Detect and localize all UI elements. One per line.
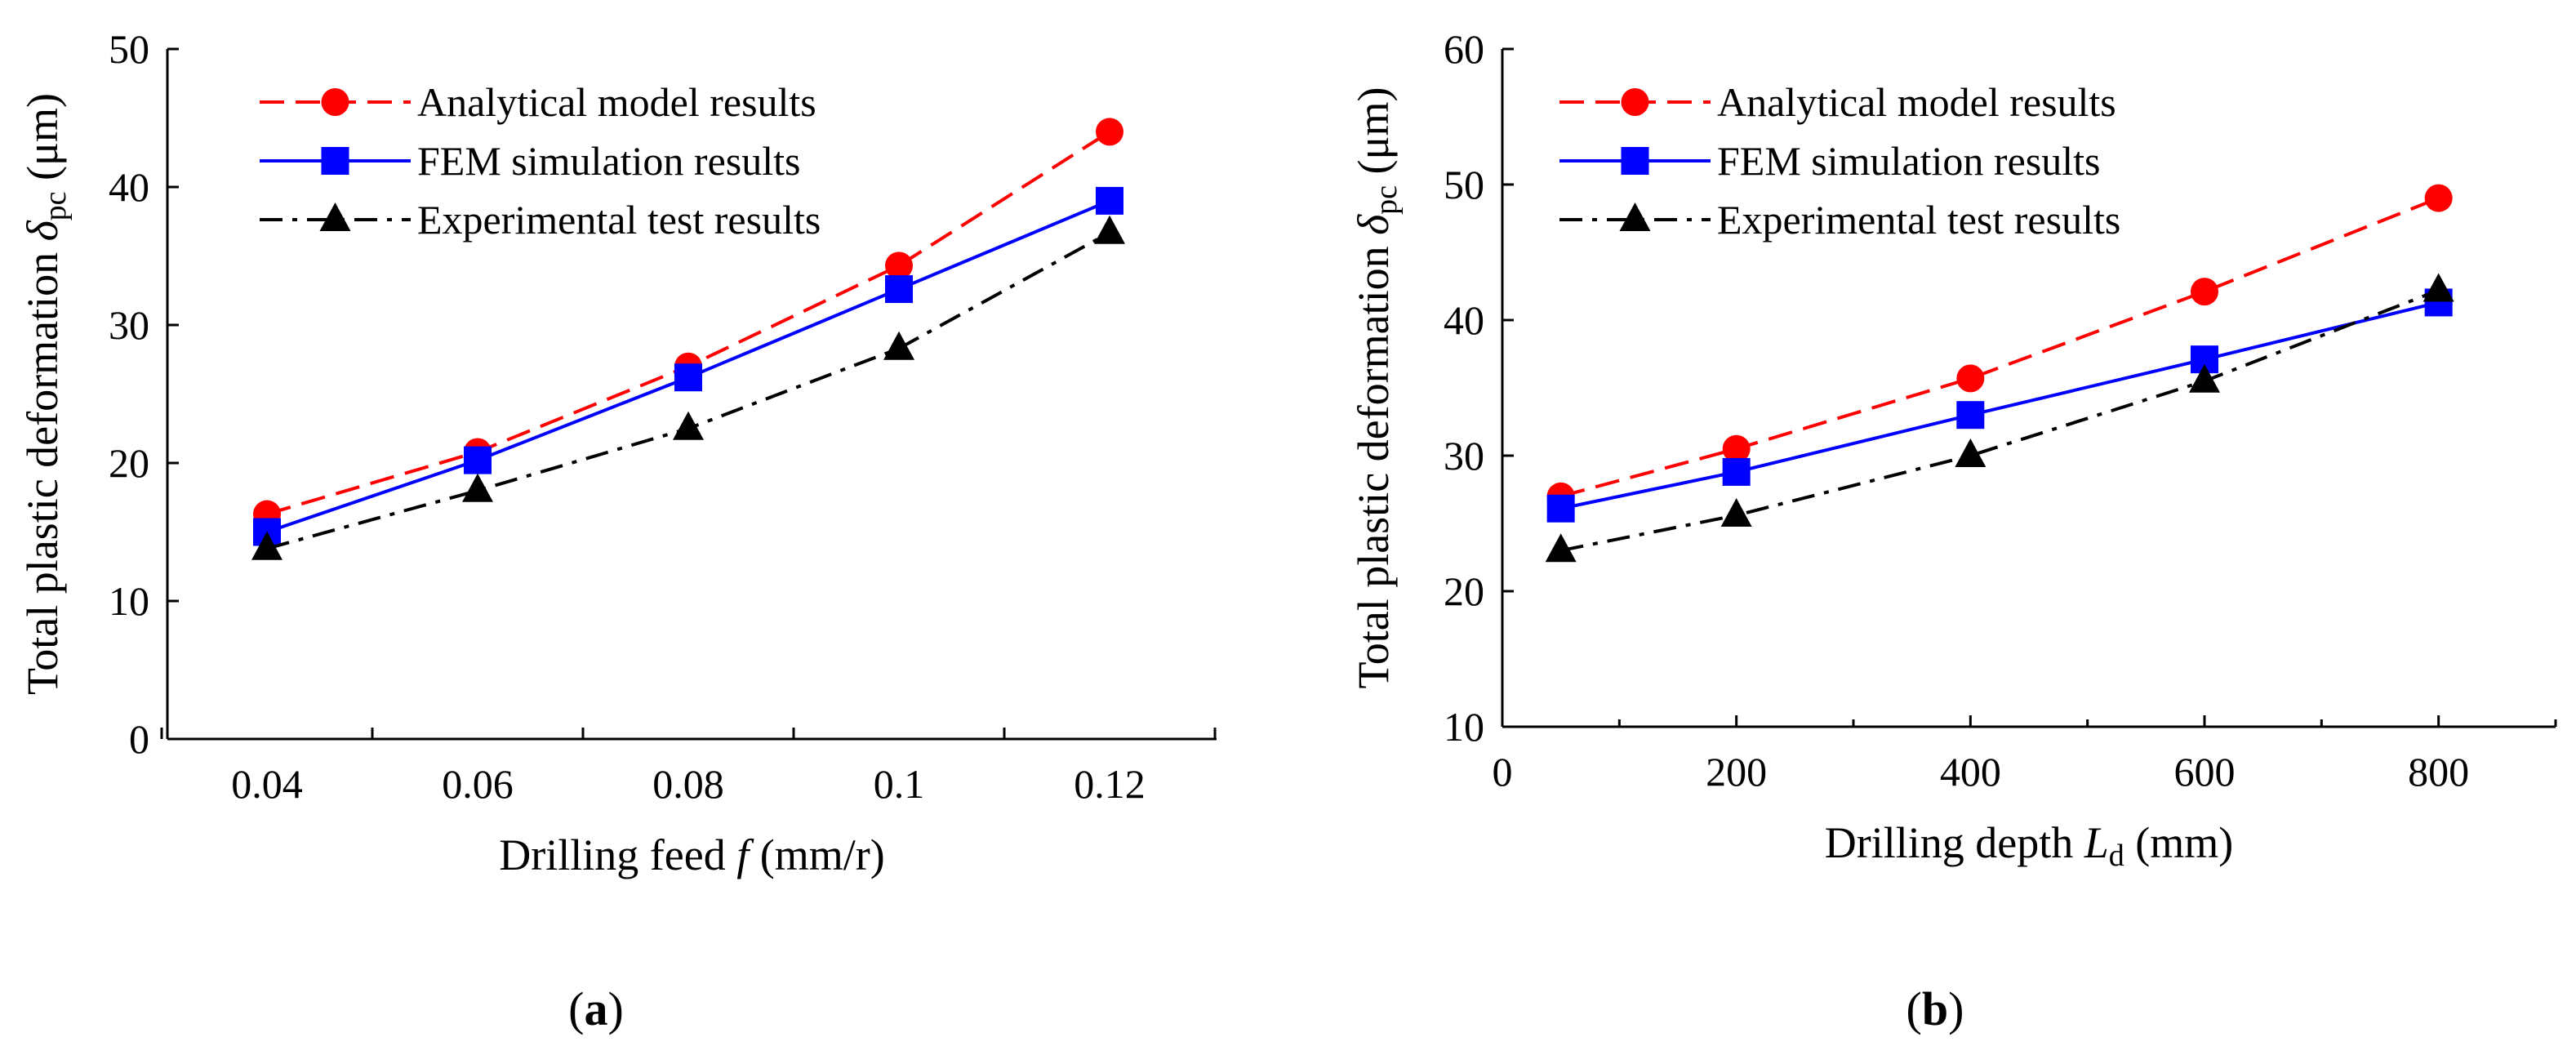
legend-marker-circle bbox=[1621, 88, 1649, 116]
data-point-square bbox=[464, 446, 492, 474]
y-tick-label: 50 bbox=[109, 26, 149, 72]
data-point-square bbox=[1956, 401, 1985, 430]
x-axis-label-variable: L bbox=[2084, 818, 2109, 867]
legend-marker-square bbox=[321, 147, 349, 175]
data-point-square bbox=[1722, 457, 1751, 486]
data-point-triangle bbox=[673, 411, 704, 440]
legend-marker-triangle bbox=[1619, 203, 1651, 231]
y-tick-label: 30 bbox=[109, 302, 149, 348]
series-line bbox=[1560, 300, 2440, 510]
y-tick-label: 50 bbox=[1444, 162, 1484, 207]
series-experimental bbox=[1545, 273, 2454, 563]
data-point-triangle bbox=[1955, 438, 1987, 467]
data-point-circle bbox=[1096, 118, 1123, 146]
panel-caption-letter: a bbox=[585, 982, 608, 1035]
legend: Analytical model results FEM simulation r… bbox=[1559, 79, 2120, 243]
panel-caption-close: ) bbox=[1948, 982, 1964, 1035]
y-axis-label-text: Total plastic deformation bbox=[1349, 235, 1398, 689]
x-tick-label: 800 bbox=[2408, 749, 2469, 795]
data-point-triangle bbox=[1545, 533, 1577, 563]
legend-label: Analytical model results bbox=[417, 79, 816, 125]
x-axis-label-text: Drilling feed bbox=[499, 830, 736, 879]
y-axis-label-subscript: pc bbox=[1369, 185, 1404, 215]
x-tick-label: 200 bbox=[1706, 749, 1767, 795]
data-point-circle bbox=[1722, 434, 1751, 463]
data-point-triangle bbox=[883, 331, 914, 360]
y-axis-label-subscript: pc bbox=[38, 191, 73, 220]
series-experimental bbox=[251, 215, 1125, 560]
y-tick-label: 40 bbox=[109, 164, 149, 210]
legend-label: FEM simulation results bbox=[417, 138, 800, 184]
y-axis-label-variable: δ bbox=[1349, 214, 1398, 235]
legend-label: Analytical model results bbox=[1717, 79, 2116, 125]
y-tick-label: 40 bbox=[1444, 297, 1484, 343]
series-analytical bbox=[1546, 184, 2453, 510]
series-fem bbox=[1546, 288, 2453, 523]
data-point-triangle bbox=[2189, 363, 2220, 393]
series-line bbox=[1560, 196, 2440, 498]
panel-caption-open: ( bbox=[1906, 982, 1922, 1035]
x-axis-label-subscript: d bbox=[2109, 839, 2124, 873]
x-tick-label: 0.08 bbox=[652, 761, 724, 807]
data-point-triangle bbox=[1720, 498, 1752, 528]
y-tick-label: 10 bbox=[1444, 704, 1484, 750]
data-point-square bbox=[1096, 186, 1123, 215]
x-axis-label: Drilling feed f (mm/r) bbox=[499, 830, 884, 879]
y-axis-label: Total plastic deformation δpc (μm) bbox=[18, 93, 73, 695]
y-tick-label: 20 bbox=[1444, 568, 1484, 614]
data-point-triangle bbox=[251, 531, 283, 560]
panel-caption: (b) bbox=[1906, 982, 1964, 1035]
x-tick-label: 0 bbox=[1493, 749, 1513, 795]
x-axis-label-text: Drilling depth bbox=[1825, 818, 2084, 867]
data-point-circle bbox=[2191, 278, 2218, 306]
y-axis-label-text: Total plastic deformation bbox=[18, 241, 67, 695]
legend-marker-square bbox=[1621, 147, 1649, 175]
series-fem bbox=[253, 186, 1123, 546]
y-axis-label-unit: (μm) bbox=[1349, 87, 1398, 185]
data-point-square bbox=[885, 275, 913, 304]
x-tick-label: 0.06 bbox=[442, 761, 514, 807]
x-tick-label: 0.1 bbox=[874, 761, 925, 807]
data-point-circle bbox=[885, 252, 913, 280]
data-point-square bbox=[674, 363, 702, 392]
panel-caption-letter: b bbox=[1922, 982, 1948, 1035]
data-point-triangle bbox=[2423, 273, 2454, 302]
data-point-square bbox=[1546, 494, 1575, 523]
x-axis-label-unit: (mm/r) bbox=[749, 830, 884, 879]
legend-label: FEM simulation results bbox=[1717, 138, 2100, 184]
y-axis-label-variable: δ bbox=[18, 220, 67, 241]
x-tick-label: 600 bbox=[2174, 749, 2236, 795]
panel-caption-close: ) bbox=[608, 982, 624, 1035]
x-tick-label: 0.12 bbox=[1074, 761, 1146, 807]
y-tick-label: 0 bbox=[129, 716, 149, 762]
x-axis-label: Drilling depth Ld (mm) bbox=[1825, 818, 2234, 873]
y-tick-label: 30 bbox=[1444, 433, 1484, 479]
series-line bbox=[266, 130, 1111, 516]
legend-label: Experimental test results bbox=[1717, 197, 2120, 243]
panel-caption: (a) bbox=[568, 982, 624, 1035]
x-tick-label: 400 bbox=[1940, 749, 2001, 795]
data-point-circle bbox=[1956, 364, 1985, 393]
legend-label: Experimental test results bbox=[417, 197, 821, 243]
x-tick-label: 0.04 bbox=[231, 761, 303, 807]
y-tick-label: 60 bbox=[1444, 26, 1484, 72]
y-axis-label-unit: (μm) bbox=[18, 93, 67, 191]
legend-marker-triangle bbox=[319, 203, 351, 231]
chart-panel-a: 0 10 20 30 40 50 0.04 0.06 0.08 0.1 0.12 Analytical… bbox=[18, 26, 1217, 1035]
data-point-triangle bbox=[1094, 215, 1125, 244]
legend-marker-circle bbox=[321, 88, 349, 116]
panel-caption-open: ( bbox=[568, 982, 584, 1035]
y-tick-label: 10 bbox=[109, 578, 149, 624]
y-tick-label: 20 bbox=[109, 440, 149, 486]
series-line bbox=[1560, 288, 2440, 553]
data-point-circle bbox=[2424, 184, 2453, 212]
x-axis-label-unit: (mm) bbox=[2124, 818, 2233, 867]
data-point-triangle bbox=[462, 473, 493, 502]
legend: Analytical model results FEM simulation r… bbox=[260, 79, 821, 243]
y-axis-label: Total plastic deformation δpc (μm) bbox=[1349, 87, 1404, 689]
